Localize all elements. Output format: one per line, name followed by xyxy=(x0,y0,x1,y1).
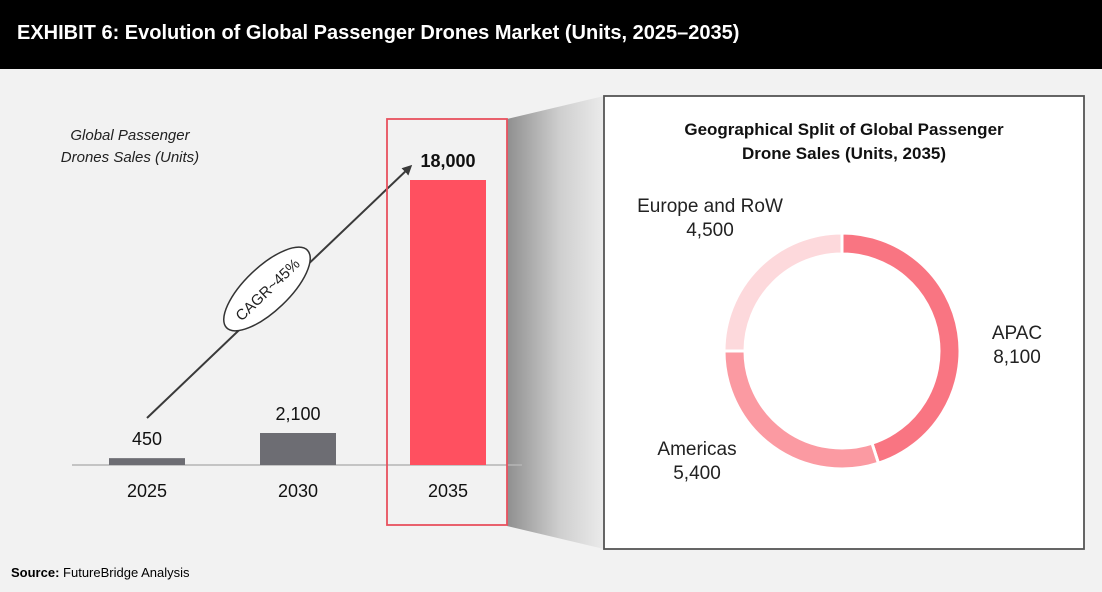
slice-label-apac: APAC xyxy=(992,323,1042,344)
source-text: FutureBridge Analysis xyxy=(63,565,190,580)
x-tick-label-2035: 2035 xyxy=(428,481,468,501)
y-axis-label-line-2: Drones Sales (Units) xyxy=(61,149,199,166)
donut-slice-europe-and-row xyxy=(722,231,844,353)
slice-label-europe-row: Europe and RoW xyxy=(637,196,783,217)
donut-chart xyxy=(722,231,962,471)
bar-value-label-2025: 450 xyxy=(132,429,162,449)
page-title: EXHIBIT 6: Evolution of Global Passenger… xyxy=(17,22,740,44)
bar-value-label-2030: 2,100 xyxy=(275,404,320,424)
donut-panel xyxy=(603,95,1085,550)
slice-value-americas: 5,400 xyxy=(673,463,721,484)
x-tick-label-2030: 2030 xyxy=(278,481,318,501)
bar-2035 xyxy=(410,180,486,465)
x-tick-label-2025: 2025 xyxy=(127,481,167,501)
donut-title-line-2: Drone Sales (Units, 2035) xyxy=(742,144,946,163)
bar-2030 xyxy=(260,433,336,465)
bar-2025 xyxy=(109,458,185,465)
highlight-frame-2035 xyxy=(386,118,508,526)
source-note: Source: FutureBridge Analysis xyxy=(11,565,189,580)
slice-value-apac: 8,100 xyxy=(993,347,1041,368)
y-axis-label-line-1: Global Passenger xyxy=(70,127,190,144)
donut-title-line-1: Geographical Split of Global Passenger xyxy=(684,120,1004,139)
slice-value-europe-row: 4,500 xyxy=(686,220,734,241)
cagr-annotation: CAGR~45% xyxy=(223,246,311,332)
slice-label-americas: Americas xyxy=(657,439,736,460)
bar-value-label-2035: 18,000 xyxy=(420,151,475,171)
header-bar: EXHIBIT 6: Evolution of Global Passenger… xyxy=(0,0,1102,69)
source-label: Source: xyxy=(11,565,60,580)
bar-series: 450 2,100 18,000 2025 2030 2035 xyxy=(109,151,486,501)
zoom-connector xyxy=(507,96,604,549)
